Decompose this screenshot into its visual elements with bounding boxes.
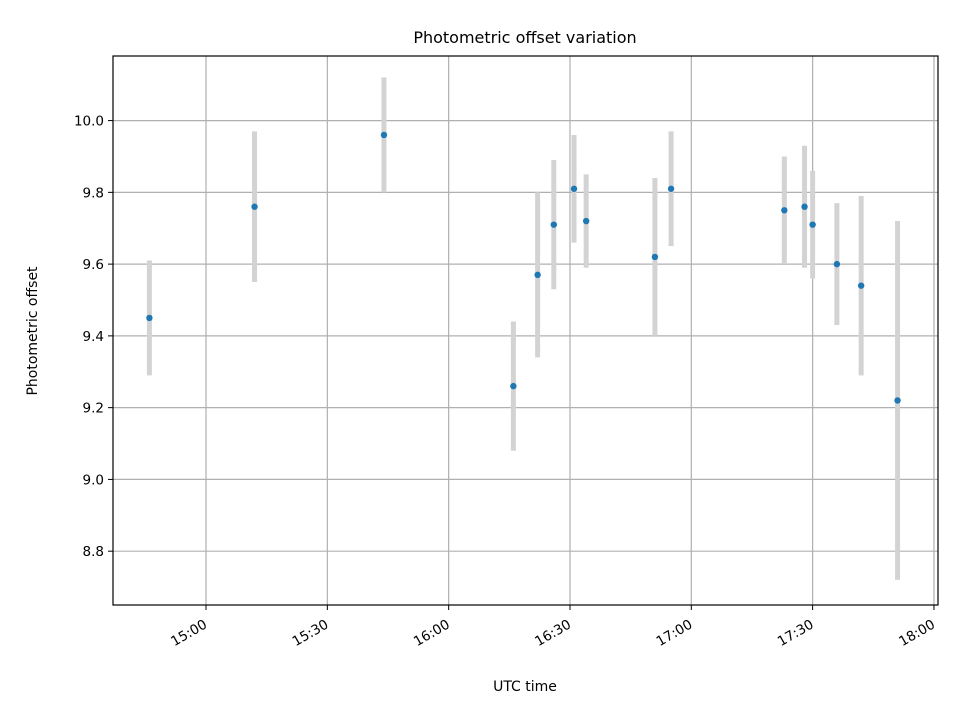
x-axis-label: UTC time — [493, 679, 557, 695]
y-axis-label: Photometric offset — [25, 266, 41, 396]
data-point — [251, 203, 258, 210]
grid — [113, 56, 938, 605]
y-tick-label: 9.2 — [83, 401, 104, 417]
data-point — [801, 203, 808, 210]
data-point — [534, 271, 541, 279]
chart-title: Photometric offset variation — [413, 28, 636, 47]
x-tick-label: 15:00 — [168, 617, 210, 650]
data-point — [809, 221, 816, 228]
y-tick-label: 9.6 — [83, 257, 104, 273]
y-tick-label: 9.0 — [83, 472, 104, 488]
x-tick-label: 17:00 — [654, 617, 696, 650]
data-point — [667, 185, 675, 192]
x-tick-label: 15:30 — [290, 617, 332, 650]
data-point — [894, 397, 901, 404]
data-point — [833, 260, 841, 268]
data-point — [582, 217, 590, 225]
data-point — [570, 185, 578, 192]
error-bars — [146, 77, 901, 580]
x-tick-label: 16:30 — [532, 617, 574, 650]
x-tick-label: 16:00 — [411, 617, 453, 650]
y-tick-label: 8.8 — [83, 544, 104, 560]
data-point — [510, 382, 517, 390]
data-point — [651, 253, 659, 261]
data-points — [146, 131, 901, 404]
y-tick-label: 9.4 — [83, 329, 104, 345]
data-point — [380, 131, 388, 139]
y-tick-label: 9.8 — [83, 185, 104, 201]
data-point — [550, 221, 558, 228]
y-tick-label: 10.0 — [74, 114, 104, 130]
x-tick-label: 18:00 — [896, 617, 938, 650]
plot-frame — [112, 55, 939, 606]
x-tick-label: 17:30 — [775, 617, 817, 650]
x-axis-ticks: 15:00 15:30 16:00 16:30 17:00 17:30 18:00 — [168, 605, 938, 650]
data-point — [857, 282, 865, 289]
y-axis-ticks: 8.8 9.0 9.2 9.4 9.6 9.8 10.0 — [74, 114, 113, 560]
data-point — [146, 314, 153, 322]
data-point — [781, 207, 788, 214]
